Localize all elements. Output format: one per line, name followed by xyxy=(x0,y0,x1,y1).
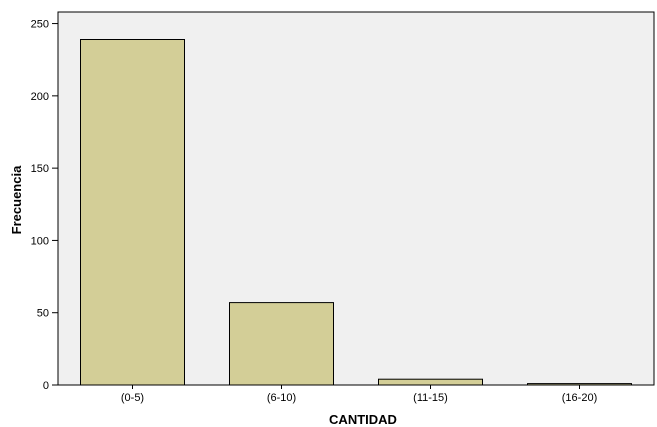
y-axis: 0 50 100 150 200 250 xyxy=(31,19,58,392)
bar-3 xyxy=(527,383,632,386)
bar-1 xyxy=(229,302,334,386)
x-tick-label-0: (0-5) xyxy=(121,392,144,404)
bars-group xyxy=(80,39,632,386)
bar-2 xyxy=(378,378,483,386)
x-tick-label-1: (6-10) xyxy=(267,392,296,404)
y-tick-label-4: 200 xyxy=(31,91,49,103)
x-tick-label-3: (16-20) xyxy=(562,392,597,404)
y-axis-title: Frecuencia xyxy=(9,165,24,234)
y-tick-label-0: 0 xyxy=(43,380,49,392)
x-axis: (0-5) (6-10) (11-15) (16-20) xyxy=(121,385,597,404)
y-tick-label-2: 100 xyxy=(31,235,49,247)
x-tick-label-2: (11-15) xyxy=(413,392,448,404)
x-axis-title: CANTIDAD xyxy=(329,412,397,427)
y-tick-label-1: 50 xyxy=(37,308,49,320)
y-tick-label-5: 250 xyxy=(31,19,49,31)
y-tick-label-3: 150 xyxy=(31,163,49,175)
bar-0 xyxy=(80,39,185,386)
